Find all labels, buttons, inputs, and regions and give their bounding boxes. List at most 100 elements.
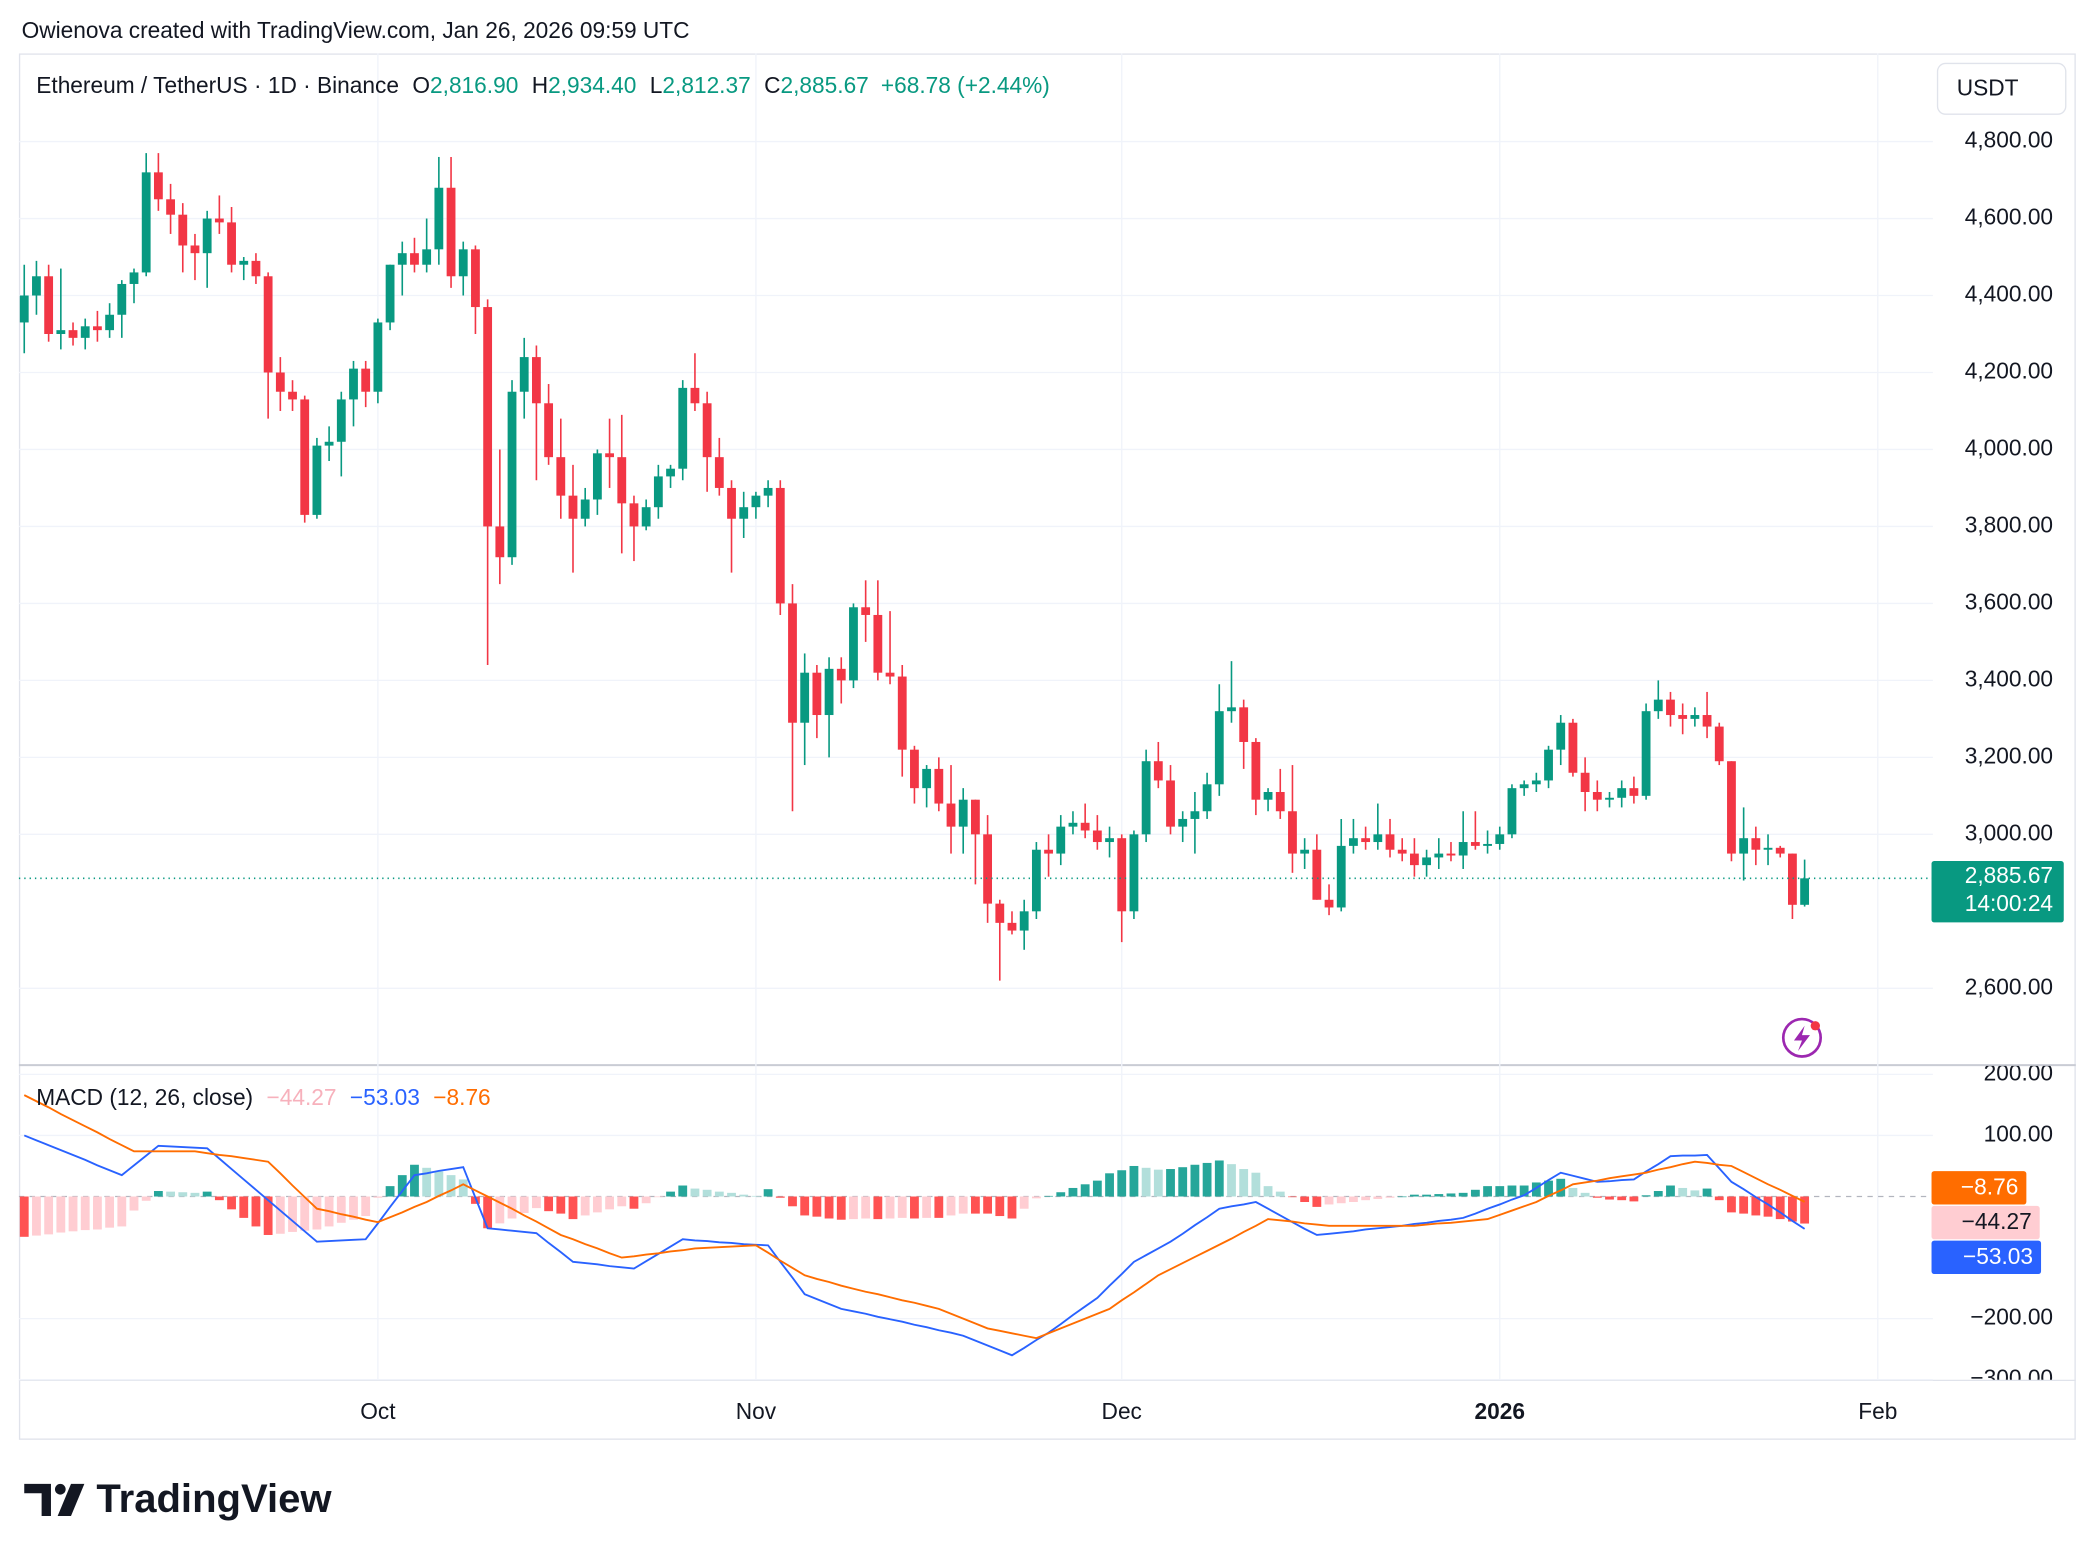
histogram-bar: [239, 1196, 249, 1218]
ohlc-key: H: [532, 72, 548, 98]
histogram-bar: [1068, 1187, 1078, 1197]
ohlc-value: 2,885.67: [780, 72, 868, 98]
histogram-bar: [1129, 1165, 1139, 1197]
candle-body: [1483, 843, 1492, 846]
histogram-bar: [141, 1196, 151, 1201]
ohlc-key: C: [764, 72, 780, 98]
histogram-bar: [1263, 1186, 1273, 1197]
macd-legend: MACD (12, 26, close) −44.27 −53.03 −8.76: [36, 1084, 490, 1110]
candle-body: [788, 603, 797, 723]
candle-body: [1422, 857, 1432, 866]
histogram-bar: [93, 1196, 102, 1230]
histogram-bar: [653, 1196, 663, 1198]
histogram-bar: [1190, 1164, 1200, 1197]
histogram-bar: [739, 1194, 749, 1197]
histogram-bar: [1166, 1169, 1175, 1197]
alert-icon[interactable]: [1781, 1017, 1823, 1058]
candle-body: [1531, 780, 1541, 785]
price-plot: [18, 153, 1933, 981]
candle-body: [1714, 726, 1724, 762]
histogram-bar: [44, 1196, 54, 1235]
histogram-bar: [1727, 1196, 1736, 1213]
candle-body: [117, 283, 127, 315]
histogram-bar: [1434, 1194, 1444, 1197]
ohlc-key: L: [650, 72, 663, 98]
candle-body: [556, 457, 566, 496]
candle-body: [714, 457, 724, 488]
histogram-bar: [629, 1196, 639, 1209]
candle-body: [934, 768, 944, 804]
candle-body: [56, 330, 66, 335]
histogram-bar: [763, 1189, 773, 1197]
candle-body: [1031, 849, 1041, 912]
histogram-bar: [800, 1196, 810, 1216]
histogram-bar: [1202, 1162, 1212, 1197]
candle-body: [812, 672, 822, 716]
logo-dot: [54, 1483, 66, 1495]
histogram-bar: [946, 1196, 956, 1216]
alert-dot: [1810, 1021, 1821, 1031]
histogram-bar: [727, 1192, 736, 1197]
candle-body: [190, 245, 200, 254]
histogram-bar: [56, 1196, 66, 1233]
candle-body: [434, 187, 444, 250]
value-box: [1931, 1205, 2040, 1240]
histogram-bar: [934, 1196, 944, 1218]
candle-body: [1336, 845, 1346, 908]
candle-body: [775, 487, 785, 604]
histogram-bar: [166, 1191, 175, 1197]
candle-body: [1617, 788, 1627, 798]
candle-body: [178, 214, 188, 246]
chart-frame: [18, 53, 2076, 1440]
candle-body: [1068, 822, 1078, 827]
histogram-bar: [1531, 1182, 1541, 1197]
histogram-bar: [1227, 1164, 1236, 1197]
x-tick-label: Oct: [360, 1398, 396, 1424]
y-tick-label: 4,800.00: [1965, 127, 2053, 153]
histogram-bar: [1641, 1195, 1651, 1197]
currency-button[interactable]: [1936, 62, 2067, 115]
candle-body: [1092, 830, 1102, 843]
candle-body: [1275, 792, 1285, 812]
candle-body: [1397, 849, 1407, 854]
candle-body: [1666, 699, 1675, 716]
candle-body: [629, 503, 639, 527]
histogram-bar: [714, 1191, 724, 1197]
histogram-bar: [775, 1196, 785, 1198]
logo-mark: [57, 1483, 85, 1516]
candle-body: [397, 253, 407, 265]
histogram-bar: [1275, 1191, 1285, 1197]
candle-body: [1178, 818, 1188, 827]
candle-body: [1763, 847, 1773, 850]
candle-body: [970, 799, 980, 835]
histogram-bar: [1361, 1196, 1371, 1201]
candle-body: [483, 307, 493, 527]
y-tick-label: 200.00: [1984, 1059, 2053, 1085]
histogram-bar: [373, 1196, 383, 1198]
histogram-bar: [605, 1196, 614, 1210]
last-price-box: [1931, 860, 2064, 923]
candle-body: [1385, 834, 1395, 850]
symbol: Ethereum / TetherUS · 1D · Binance: [36, 72, 399, 98]
histogram-bar: [1373, 1196, 1383, 1199]
histogram-bar: [1117, 1170, 1127, 1197]
histogram-bar: [1556, 1178, 1566, 1197]
histogram-bar: [702, 1189, 712, 1197]
y-tick-label: 3,600.00: [1965, 588, 2053, 614]
histogram-bar: [1349, 1196, 1358, 1203]
histogram-bar: [1702, 1188, 1712, 1197]
candle-body: [80, 326, 90, 338]
candle-body: [532, 357, 541, 404]
candle-body: [1251, 741, 1261, 800]
histogram-bar: [1483, 1186, 1492, 1197]
candle-body: [1263, 792, 1273, 800]
histogram-bar: [849, 1196, 858, 1220]
currency-label[interactable]: USDT: [1957, 74, 2019, 100]
candle-body: [1153, 761, 1163, 781]
value-box: [1931, 1240, 2042, 1274]
histogram-bar: [312, 1196, 322, 1230]
histogram-bar: [958, 1196, 968, 1214]
candle-body: [1227, 707, 1236, 712]
histogram-bar: [1044, 1195, 1053, 1197]
price-legend: Ethereum / TetherUS · 1D · Binance O2,816…: [36, 72, 1050, 98]
